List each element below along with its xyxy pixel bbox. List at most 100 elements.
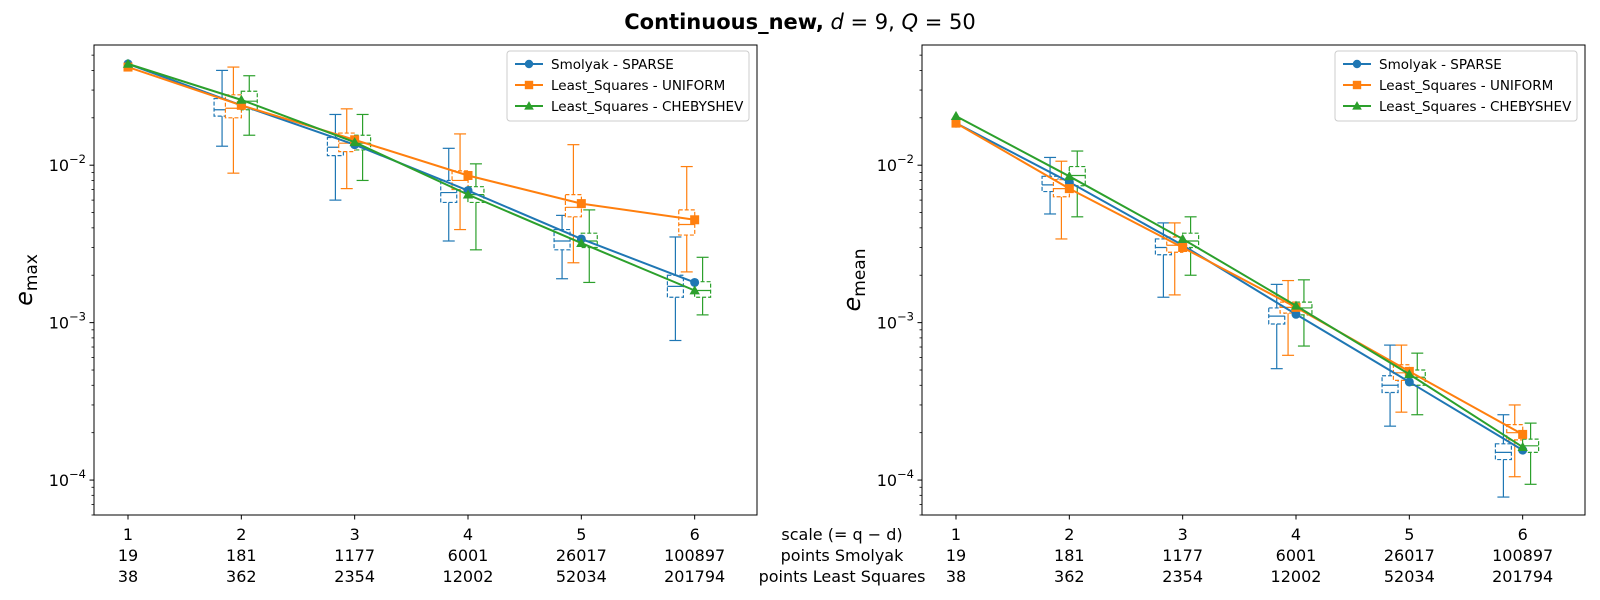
series-point bbox=[689, 285, 700, 295]
series-point bbox=[1518, 429, 1528, 439]
x-tick-label: 362 bbox=[1054, 567, 1085, 586]
legend-label: Smolyak - SPARSE bbox=[551, 57, 674, 73]
series-point bbox=[1064, 171, 1075, 181]
plot-area-frame bbox=[921, 44, 1586, 516]
series-point bbox=[1290, 300, 1302, 310]
legend-label: Least_Squares - UNIFORM bbox=[551, 78, 725, 94]
legend-label: Least_Squares - CHEBYSHEV bbox=[1379, 99, 1572, 115]
legend-swatch-marker bbox=[524, 59, 534, 69]
figure-title-q-var: Q bbox=[902, 10, 919, 34]
x-footer-scale: scale (= q − d) bbox=[781, 525, 902, 544]
legend: Smolyak - SPARSE Least_Squares - UNIFORM L… bbox=[506, 50, 750, 122]
series-point bbox=[236, 100, 246, 110]
x-tick-label: 1 bbox=[123, 525, 133, 544]
x-tick-label: 26017 bbox=[556, 546, 607, 565]
legend: Smolyak - SPARSE Least_Squares - UNIFORM L… bbox=[1334, 50, 1578, 122]
boxplot bbox=[1494, 414, 1513, 498]
series-point bbox=[122, 58, 134, 68]
series-point bbox=[349, 137, 360, 147]
series-point bbox=[951, 118, 961, 128]
legend-frame bbox=[1334, 50, 1578, 122]
x-tick-label: 52034 bbox=[1384, 567, 1435, 586]
figure-title: Continuous_new, d = 9, Q = 50 bbox=[624, 10, 975, 34]
x-tick-label: 100897 bbox=[664, 546, 725, 565]
x-tick-label: 6001 bbox=[1276, 546, 1317, 565]
series-point bbox=[1404, 377, 1414, 387]
series-line bbox=[127, 66, 695, 221]
legend-swatch-marker bbox=[524, 80, 534, 90]
series-point bbox=[950, 110, 962, 120]
y-tick-label: 10−3 bbox=[49, 310, 86, 333]
series-point bbox=[462, 189, 474, 199]
boxplot-box bbox=[553, 228, 571, 251]
legend-item: Least_Squares - CHEBYSHEV bbox=[1343, 99, 1572, 115]
series-point bbox=[576, 199, 586, 209]
series-point bbox=[576, 237, 587, 247]
figure-title-q-value: = 50 bbox=[925, 10, 976, 34]
series-point bbox=[1178, 243, 1188, 253]
x-tick-label: 362 bbox=[226, 567, 257, 586]
legend-label: Smolyak - SPARSE bbox=[1379, 57, 1502, 73]
y-tick-label: 10−4 bbox=[49, 467, 86, 490]
x-tick-label: 1177 bbox=[334, 546, 375, 565]
series-point bbox=[1404, 369, 1415, 379]
legend-item: Least_Squares - UNIFORM bbox=[515, 78, 725, 94]
x-tick-label: 19 bbox=[946, 546, 966, 565]
legend-frame bbox=[506, 50, 750, 122]
x-tick-label: 1177 bbox=[1162, 546, 1203, 565]
series-point bbox=[690, 215, 700, 225]
series-point bbox=[1517, 441, 1528, 451]
y-axis-label: emean bbox=[838, 249, 870, 312]
plot-area-frame bbox=[93, 44, 758, 516]
x-tick-label: 181 bbox=[1054, 546, 1085, 565]
x-tick-label: 4 bbox=[463, 525, 473, 544]
boxplot bbox=[326, 113, 344, 201]
y-axis-label: emax bbox=[10, 254, 42, 306]
figure-title-d-value: = 9, bbox=[851, 10, 895, 34]
series-point bbox=[1291, 309, 1301, 319]
legend-swatch-marker bbox=[1352, 101, 1362, 110]
x-tick-label: 1 bbox=[951, 525, 961, 544]
y-tick-label: 10−4 bbox=[877, 467, 914, 490]
boxplot bbox=[553, 214, 571, 280]
x-tick-label: 12002 bbox=[443, 567, 494, 586]
boxplot-box bbox=[1494, 443, 1513, 461]
y-tick-label: 10−3 bbox=[877, 310, 914, 333]
x-footer-points-smolyak: points Smolyak bbox=[781, 546, 904, 565]
legend-item: Smolyak - SPARSE bbox=[515, 57, 674, 73]
series-line bbox=[955, 122, 1524, 451]
chart-panel-emean: 10−2 10−3 10−4 emean 1 19 38 2 181 362 3 1177 2354 4 6… bbox=[838, 44, 1586, 586]
x-footer-labels: scale (= q − d) points Smolyak points Le… bbox=[759, 525, 926, 586]
x-tick-label: 2354 bbox=[1162, 567, 1203, 586]
x-footer-points-ls: points Least Squares bbox=[759, 567, 926, 586]
series-point bbox=[463, 171, 473, 181]
chart-panel-emax: 10−2 10−3 10−4 emax 1 19 38 2 181 362 3 1177 2354 4 60… bbox=[10, 44, 758, 586]
x-tick-label: 52034 bbox=[556, 567, 607, 586]
legend-item: Least_Squares - UNIFORM bbox=[1343, 78, 1553, 94]
x-tick-label: 201794 bbox=[664, 567, 725, 586]
boxplot bbox=[666, 236, 685, 342]
x-tick-label: 6001 bbox=[448, 546, 489, 565]
x-tick-label: 3 bbox=[350, 525, 360, 544]
legend-swatch-marker bbox=[524, 101, 534, 110]
series-point bbox=[1064, 184, 1074, 194]
series-line bbox=[955, 115, 1524, 448]
x-tick-label: 5 bbox=[576, 525, 586, 544]
series-point bbox=[690, 277, 700, 287]
boxplot bbox=[224, 66, 242, 174]
x-tick-label: 38 bbox=[946, 567, 966, 586]
x-tick-label: 4 bbox=[1291, 525, 1301, 544]
boxplot bbox=[338, 108, 356, 190]
legend-item: Smolyak - SPARSE bbox=[1343, 57, 1502, 73]
x-tick-label: 100897 bbox=[1492, 546, 1553, 565]
legend-label: Least_Squares - CHEBYSHEV bbox=[551, 99, 744, 115]
series-line bbox=[127, 62, 696, 292]
boxplot bbox=[440, 147, 458, 242]
x-tick-label: 201794 bbox=[1492, 567, 1553, 586]
x-tick-label: 12002 bbox=[1271, 567, 1322, 586]
figure-title-bold: Continuous_new, bbox=[624, 10, 824, 34]
figure-title-d-var: d bbox=[830, 10, 844, 34]
series-point bbox=[1177, 233, 1188, 243]
x-tick-label: 19 bbox=[118, 546, 138, 565]
